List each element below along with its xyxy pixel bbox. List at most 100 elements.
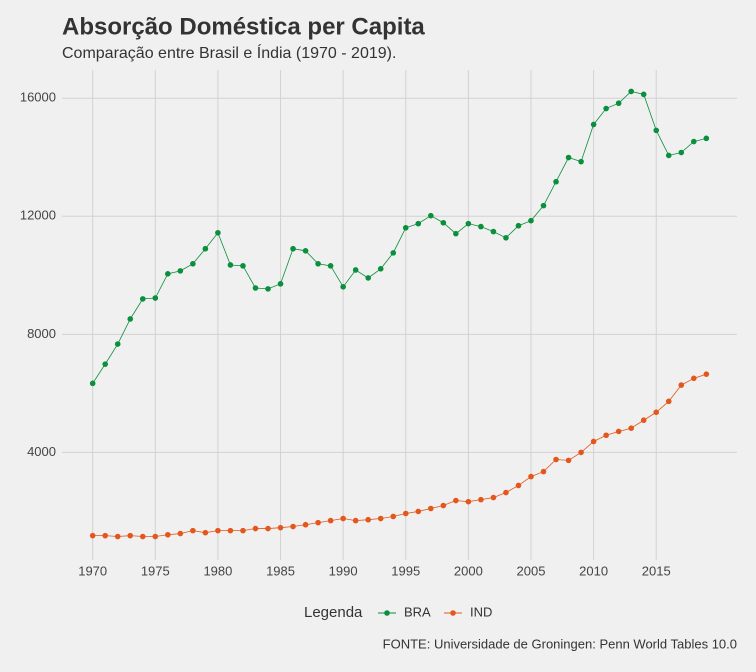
data-point xyxy=(565,457,572,464)
data-point xyxy=(277,524,284,531)
data-point xyxy=(615,100,622,107)
data-point xyxy=(528,217,534,224)
data-point xyxy=(540,202,547,209)
data-point xyxy=(114,341,121,347)
data-point xyxy=(302,521,309,528)
data-point xyxy=(540,468,547,475)
data-point xyxy=(603,432,609,439)
data-point xyxy=(177,268,184,274)
data-point xyxy=(177,530,184,537)
data-point xyxy=(553,456,559,463)
data-point xyxy=(390,250,397,256)
data-point xyxy=(465,498,472,505)
caption: FONTE: Universidade de Groningen: Penn W… xyxy=(383,636,737,651)
data-point xyxy=(478,223,484,230)
data-point xyxy=(553,178,559,185)
data-point xyxy=(315,519,321,526)
data-point xyxy=(465,220,472,227)
data-point xyxy=(327,263,334,269)
data-point xyxy=(377,515,384,522)
legend-key xyxy=(450,610,456,616)
x-tick-label: 2010 xyxy=(579,563,608,578)
x-tick-label: 1985 xyxy=(266,563,295,578)
data-point xyxy=(490,228,497,235)
data-point xyxy=(127,316,134,322)
data-point xyxy=(653,127,660,134)
data-point xyxy=(152,533,159,540)
data-point xyxy=(215,229,221,236)
x-tick-label: 1990 xyxy=(329,563,358,578)
data-point xyxy=(402,510,409,517)
data-point xyxy=(152,295,159,301)
data-point xyxy=(227,262,234,268)
data-point xyxy=(415,508,422,515)
data-point xyxy=(678,382,685,388)
data-point xyxy=(503,489,509,496)
data-point xyxy=(252,525,259,532)
data-point xyxy=(265,525,271,532)
legend-key xyxy=(384,610,390,616)
data-point xyxy=(428,212,434,219)
data-point xyxy=(215,527,221,534)
data-point xyxy=(114,533,121,540)
data-point xyxy=(640,91,647,98)
y-tick-label: 12000 xyxy=(20,208,56,223)
data-point xyxy=(315,260,321,267)
data-point xyxy=(690,138,697,145)
data-point xyxy=(139,533,146,540)
data-point xyxy=(290,245,296,252)
data-point xyxy=(190,260,196,267)
data-point xyxy=(277,281,284,287)
data-point xyxy=(139,296,146,302)
data-point xyxy=(89,532,96,539)
y-tick-label: 8000 xyxy=(27,326,56,341)
data-point xyxy=(365,516,371,523)
legend-title: Legenda xyxy=(304,604,363,621)
x-tick-label: 1980 xyxy=(203,563,232,578)
data-point xyxy=(340,515,346,522)
data-point xyxy=(365,275,371,281)
x-tick-label: 1995 xyxy=(391,563,420,578)
data-point xyxy=(302,247,309,254)
data-point xyxy=(653,409,660,416)
data-point xyxy=(290,523,296,530)
x-tick-label: 1975 xyxy=(141,563,170,578)
data-point xyxy=(202,529,209,536)
series-line xyxy=(92,373,707,537)
y-tick-label: 4000 xyxy=(27,444,56,459)
data-point xyxy=(703,371,710,377)
data-point xyxy=(352,517,359,524)
data-point xyxy=(340,284,346,290)
y-tick-label: 16000 xyxy=(20,90,56,105)
data-point xyxy=(603,105,609,112)
chart-title: Absorção Doméstica per Capita xyxy=(62,13,425,40)
data-point xyxy=(127,532,134,539)
data-point xyxy=(453,230,459,237)
data-point xyxy=(440,502,447,509)
data-point xyxy=(377,266,384,272)
data-point xyxy=(665,152,672,159)
data-point xyxy=(678,149,685,156)
data-point xyxy=(102,532,109,539)
data-point xyxy=(415,220,422,227)
data-point xyxy=(490,494,497,501)
data-point xyxy=(252,285,259,291)
legend-label: IND xyxy=(470,604,492,619)
data-point xyxy=(628,88,634,95)
data-point xyxy=(265,286,271,292)
data-point xyxy=(352,267,359,273)
data-point xyxy=(478,496,484,503)
data-point xyxy=(590,438,597,445)
data-point xyxy=(240,527,246,534)
x-tick-label: 1970 xyxy=(78,563,107,578)
data-point xyxy=(190,527,196,534)
data-point xyxy=(402,224,409,231)
data-point xyxy=(590,121,597,128)
data-point xyxy=(690,375,697,382)
data-point xyxy=(390,513,397,520)
x-tick-label: 2005 xyxy=(517,563,546,578)
x-tick-label: 2015 xyxy=(642,563,671,578)
data-point xyxy=(628,425,634,432)
data-point xyxy=(640,417,647,424)
